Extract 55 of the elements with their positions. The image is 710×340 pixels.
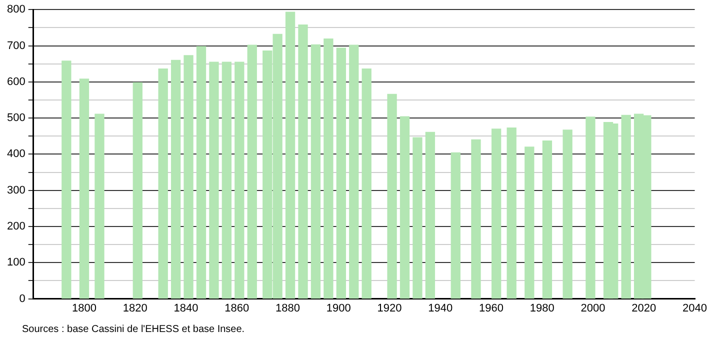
- source-note: Sources : base Cassini de l'EHESS et base Insee.: [22, 324, 245, 335]
- bar: [79, 78, 90, 299]
- bar: [285, 12, 296, 299]
- bar: [94, 114, 104, 299]
- bar: [184, 55, 194, 299]
- bar: [132, 82, 142, 299]
- y-tick-label: 100: [6, 256, 26, 269]
- bar: [412, 137, 422, 299]
- y-tick-label: 400: [6, 148, 26, 160]
- bar: [471, 139, 481, 299]
- bar: [387, 94, 397, 299]
- bar: [586, 116, 596, 299]
- bar: [492, 128, 502, 299]
- bar: [62, 60, 72, 299]
- bar: [506, 127, 516, 299]
- x-tick-label: 2020: [632, 302, 656, 314]
- y-tick-label: 300: [6, 184, 26, 196]
- bar: [209, 62, 219, 299]
- x-tick-label: 1980: [530, 302, 554, 314]
- bar: [170, 60, 181, 299]
- x-tick-label: 1840: [174, 302, 198, 314]
- bar: [425, 132, 436, 299]
- y-tick-label: 600: [6, 76, 26, 88]
- y-tick-label: 500: [6, 112, 26, 124]
- x-tick-label: 1920: [377, 302, 402, 314]
- bar: [298, 24, 308, 299]
- bar: [234, 62, 244, 299]
- x-tick-label: 2040: [682, 302, 708, 314]
- x-tick-label: 1860: [224, 302, 250, 314]
- bar: [310, 44, 321, 299]
- x-tick-label: 1900: [326, 302, 351, 314]
- bar: [400, 116, 410, 299]
- y-tick-label: 700: [6, 40, 26, 52]
- x-tick-label: 1960: [479, 302, 504, 314]
- bar: [324, 38, 334, 299]
- x-tick-label: 1940: [428, 302, 453, 314]
- bar: [542, 140, 552, 299]
- bar: [247, 44, 257, 299]
- x-tick-label: 1820: [122, 302, 148, 314]
- x-tick-label: 1800: [72, 302, 96, 314]
- x-tick-label: 1880: [276, 302, 300, 314]
- bar: [349, 44, 359, 299]
- y-tick-label: 800: [6, 4, 26, 16]
- y-tick-label: 0: [19, 292, 26, 305]
- bar: [336, 48, 346, 299]
- bar: [362, 68, 372, 299]
- bar: [524, 146, 534, 299]
- bar: [222, 62, 232, 299]
- bar: [450, 152, 460, 299]
- bar: [196, 46, 206, 299]
- x-tick-label: 2000: [580, 302, 606, 314]
- y-tick-label: 200: [6, 220, 26, 233]
- bar: [158, 68, 168, 299]
- bar: [562, 130, 572, 299]
- bar: [621, 114, 631, 299]
